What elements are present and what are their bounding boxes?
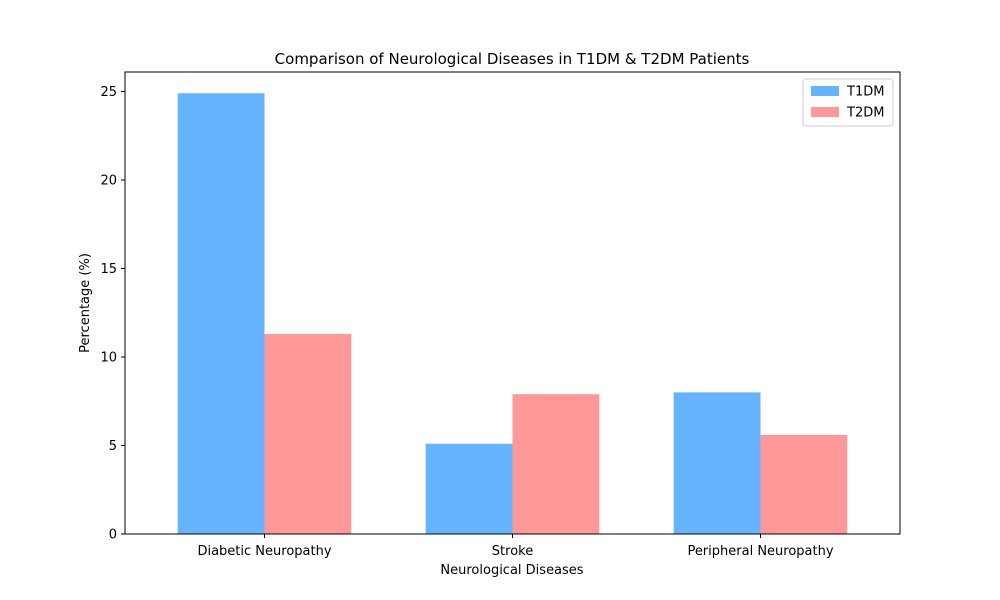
- bar-t2dm-0: [264, 333, 352, 534]
- bar-t2dm-2: [760, 434, 848, 534]
- y-axis-label: Percentage (%): [78, 253, 93, 353]
- x-tick-label: Diabetic Neuropathy: [197, 544, 331, 559]
- legend: T1DM T2DM: [802, 78, 894, 127]
- y-tick-label: 5: [109, 439, 117, 454]
- y-tick-label: 25: [100, 85, 117, 100]
- legend-swatch-t2dm: [811, 107, 839, 117]
- y-tick-label: 0: [109, 528, 117, 543]
- bar-t1dm-0: [177, 93, 265, 534]
- y-tick-label: 20: [100, 173, 117, 188]
- bar-t2dm-1: [512, 394, 600, 534]
- legend-label-t1dm: T1DM: [846, 85, 884, 100]
- legend-swatch-t1dm: [811, 86, 839, 96]
- legend-label-t2dm: T2DM: [846, 106, 884, 121]
- chart-title: Comparison of Neurological Diseases in T…: [275, 50, 750, 68]
- bars-layer: [177, 93, 848, 534]
- y-tick-label: 15: [100, 262, 117, 277]
- bar-t1dm-2: [673, 392, 761, 534]
- x-axis-label: Neurological Diseases: [440, 563, 583, 578]
- x-tick-label: Peripheral Neuropathy: [687, 544, 833, 559]
- axes-layer: 0 5 10 15 20 25 Diabetic Neuropathy Stroke Perip…: [100, 85, 833, 559]
- x-tick-label: Stroke: [492, 544, 533, 559]
- bar-t1dm-1: [425, 443, 513, 534]
- y-tick-label: 10: [100, 350, 117, 365]
